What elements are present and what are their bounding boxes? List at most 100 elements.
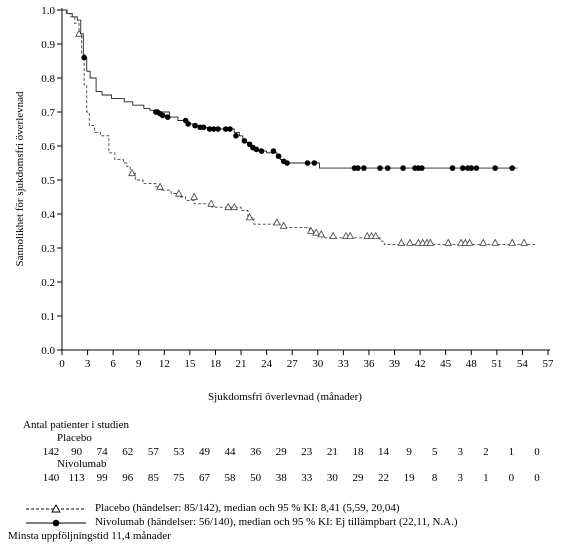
censor-mark-placebo — [156, 182, 164, 190]
risk-cell: 38 — [275, 472, 287, 484]
censor-mark-nivolumab — [468, 165, 475, 171]
censor-mark-placebo — [479, 238, 488, 246]
censor-mark-nivolumab — [192, 122, 198, 129]
censor-mark-placebo — [491, 238, 500, 246]
risk-cell: 99 — [96, 472, 108, 484]
risk-cell: 75 — [173, 472, 185, 484]
risk-cell: 9 — [406, 446, 412, 458]
censor-mark-placebo — [346, 231, 355, 240]
censor-mark-nivolumab — [400, 165, 406, 171]
risk-cell: 50 — [250, 472, 262, 484]
x-tick-label: 48 — [466, 358, 478, 370]
x-tick-label: 12 — [159, 358, 170, 370]
risk-cell: 3 — [457, 446, 464, 458]
x-tick-label: 9 — [136, 358, 142, 370]
censor-mark-placebo — [174, 189, 183, 197]
risk-cell: 14 — [378, 446, 390, 458]
y-tick-label: 0.1 — [41, 311, 55, 323]
ylabel: Sannolikhet för sjukdomsfri överlevnad — [14, 91, 26, 267]
censor-mark-nivolumab — [492, 165, 498, 171]
censor-mark-nivolumab — [355, 165, 361, 171]
risk-cell: 142 — [42, 446, 60, 458]
x-tick-label: 33 — [338, 358, 350, 370]
y-tick-label: 0.5 — [41, 175, 55, 187]
xlabel: Sjukdomsfri överlevnad (månader) — [208, 391, 362, 403]
risk-cell: 2 — [483, 446, 489, 458]
y-tick-label: 0.8 — [41, 73, 55, 85]
y-tick-label: 0.2 — [41, 277, 55, 289]
risk-cell: 44 — [224, 446, 236, 458]
censor-mark-placebo — [465, 238, 474, 246]
censor-mark-nivolumab — [419, 165, 425, 171]
x-tick-label: 54 — [517, 358, 529, 370]
x-tick-label: 39 — [389, 358, 401, 370]
x-tick-label: 18 — [210, 358, 222, 370]
censor-mark-nivolumab — [509, 165, 515, 171]
risk-cell: 23 — [301, 446, 313, 458]
y-tick-label: 0.0 — [41, 345, 55, 357]
censor-mark-nivolumab — [253, 146, 260, 153]
y-tick-label: 0.9 — [41, 39, 55, 51]
censor-mark-nivolumab — [258, 148, 265, 154]
x-tick-label: 15 — [184, 358, 196, 370]
censor-mark-nivolumab — [185, 121, 191, 127]
censor-mark-nivolumab — [159, 112, 166, 119]
legend-text-nivolumab: Nivolumab (händelser: 56/140), median oc… — [95, 516, 458, 528]
censor-mark-placebo — [508, 238, 517, 246]
censor-mark-placebo — [224, 202, 233, 211]
risk-cell: 33 — [301, 472, 313, 484]
censor-mark-nivolumab — [222, 126, 229, 132]
censor-mark-placebo — [75, 29, 83, 37]
series-line-nivolumab — [62, 9, 518, 169]
censor-mark-placebo — [307, 226, 315, 234]
risk-cell: 1 — [508, 446, 515, 458]
risk-cell: 90 — [71, 446, 83, 458]
risk-cell: 36 — [250, 446, 262, 458]
risk-cell: 0 — [508, 472, 515, 484]
legend-marker-nivolumab — [26, 519, 86, 527]
risk-cell: 0 — [534, 446, 540, 458]
axes: 0.00.10.20.30.40.50.60.70.80.91.00 3 6 9 12 1… — [41, 5, 554, 370]
x-tick-label: 42 — [415, 358, 426, 370]
y-tick-label: 0.3 — [41, 243, 55, 255]
x-tick-label: 51 — [491, 358, 502, 370]
censor-mark-nivolumab — [81, 54, 87, 61]
y-tick-label: 0.7 — [41, 107, 55, 119]
legend-text-placebo: Placebo (händelser: 85/142), median och … — [95, 502, 400, 514]
y-tick-label: 1.0 — [41, 5, 55, 17]
risk-cell: 96 — [122, 472, 134, 484]
censor-mark-placebo — [128, 168, 136, 177]
censor-mark-nivolumab — [200, 124, 207, 131]
censor-mark-nivolumab — [449, 165, 456, 171]
censor-mark-placebo — [245, 213, 254, 221]
censor-mark-placebo — [426, 238, 435, 246]
risk-group-label-nivolumab: Nivolumab — [57, 458, 107, 470]
censor-mark-nivolumab — [473, 165, 480, 171]
footnote: Minsta uppföljningstid 11,4 månader — [8, 530, 171, 542]
censor-mark-placebo — [397, 238, 406, 246]
x-tick-label: 27 — [287, 358, 299, 370]
censor-mark-nivolumab — [241, 138, 248, 144]
censor-mark-placebo — [520, 238, 528, 246]
risk-cell: 29 — [275, 446, 287, 458]
risk-cell: 67 — [198, 472, 210, 484]
x-tick-label: 30 — [312, 358, 324, 370]
y-tick-label: 0.4 — [41, 209, 55, 221]
censor-mark-nivolumab — [227, 126, 233, 132]
censor-mark-nivolumab — [284, 160, 290, 166]
risk-cell: 18 — [352, 446, 364, 458]
censor-mark-nivolumab — [206, 126, 213, 132]
x-tick-label: 0 — [59, 358, 65, 370]
risk-cell: 1 — [483, 472, 489, 484]
risk-cell: 53 — [173, 446, 185, 458]
x-tick-label: 21 — [236, 358, 247, 370]
x-tick-label: 3 — [85, 358, 91, 370]
censor-mark-nivolumab — [361, 165, 367, 171]
censor-mark-placebo — [272, 218, 281, 226]
risk-cell: 85 — [147, 472, 159, 484]
risk-cell: 21 — [326, 446, 338, 458]
x-tick-label: 24 — [261, 358, 273, 370]
risk-cell: 29 — [352, 472, 364, 484]
censor-mark-nivolumab — [164, 114, 171, 120]
censor-mark-nivolumab — [275, 153, 282, 159]
